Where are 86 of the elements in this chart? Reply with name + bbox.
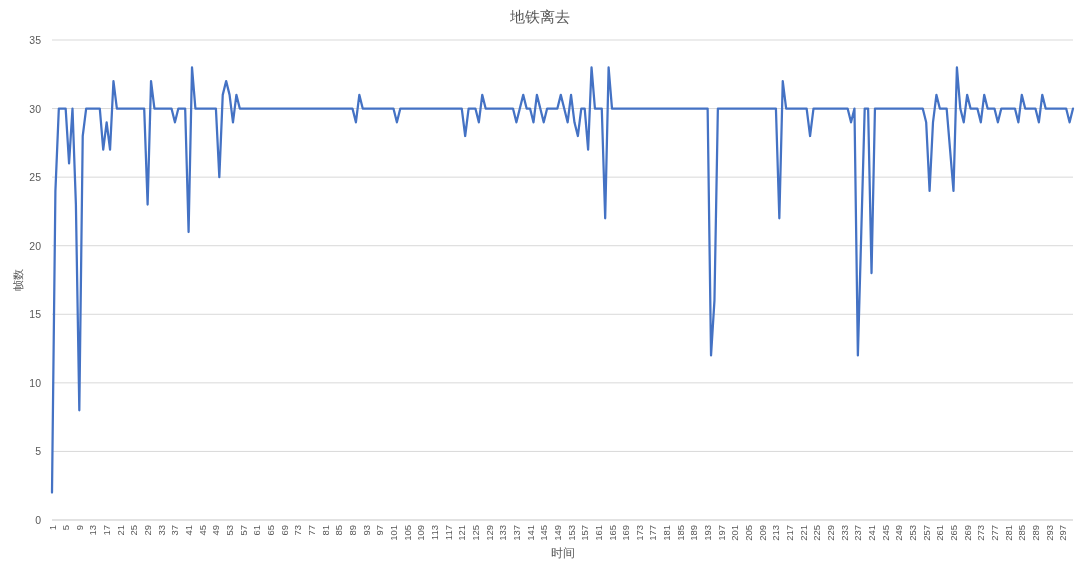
x-axis-title: 时间 [550, 547, 575, 559]
x-tick-label: 33 [155, 525, 167, 536]
x-tick-label: 37 [169, 525, 181, 536]
x-tick-label: 53 [224, 525, 236, 536]
x-tick-label: 281 [1002, 525, 1014, 541]
x-tick-label: 105 [401, 525, 413, 541]
x-tick-label: 13 [87, 525, 99, 536]
x-tick-label: 241 [866, 525, 878, 541]
x-tick-label: 21 [114, 525, 126, 536]
y-tick-label: 20 [29, 239, 42, 252]
y-tick-label: 15 [29, 308, 42, 321]
x-tick-label: 205 [743, 525, 755, 541]
x-tick-label: 257 [920, 525, 932, 541]
x-tick-label: 61 [251, 525, 263, 536]
x-tick-label: 237 [852, 525, 864, 541]
x-tick-label: 77 [306, 525, 318, 536]
x-tick-label: 261 [934, 525, 946, 541]
x-tick-label: 97 [374, 525, 386, 536]
x-tick-label: 149 [551, 525, 563, 541]
x-tick-label: 157 [579, 525, 591, 541]
x-tick-label: 221 [797, 525, 809, 541]
x-tick-label: 121 [456, 525, 468, 541]
x-tick-label: 181 [661, 525, 673, 541]
y-tick-label: 30 [29, 102, 42, 115]
x-tick-label: 249 [893, 525, 905, 541]
x-tick-label: 229 [825, 525, 837, 541]
x-tick-label: 45 [196, 525, 208, 536]
x-tick-label: 17 [101, 525, 113, 536]
x-tick-label: 153 [565, 525, 577, 541]
x-tick-label: 81 [319, 525, 331, 536]
x-tick-label: 285 [1016, 525, 1028, 541]
x-tick-label: 297 [1057, 525, 1069, 541]
y-tick-label: 0 [35, 514, 42, 526]
x-tick-label: 169 [620, 525, 632, 541]
x-tick-label: 277 [988, 525, 1000, 541]
x-tick-label: 49 [210, 525, 222, 536]
x-tick-label: 213 [770, 525, 782, 541]
x-tick-label: 245 [879, 525, 891, 541]
x-tick-label: 117 [442, 525, 454, 541]
x-tick-label: 5 [60, 525, 72, 531]
x-tick-label: 145 [538, 525, 550, 541]
x-tick-label: 201 [729, 525, 741, 541]
x-tick-label: 9 [73, 525, 85, 531]
x-tick-label: 269 [961, 525, 973, 541]
x-tick-label: 85 [333, 525, 345, 536]
x-tick-label: 137 [510, 525, 522, 541]
x-tick-label: 25 [128, 525, 140, 536]
x-tick-label: 289 [1029, 525, 1041, 541]
y-tick-label: 10 [29, 376, 42, 389]
x-tick-label: 197 [715, 525, 727, 541]
x-tick-label: 185 [674, 525, 686, 541]
x-tick-label: 141 [524, 525, 536, 541]
x-tick-label: 57 [237, 525, 249, 536]
x-tick-label: 41 [183, 525, 195, 536]
x-tick-label: 293 [1043, 525, 1055, 541]
x-tick-label: 265 [947, 525, 959, 541]
x-tick-label: 273 [975, 525, 987, 541]
x-tick-label: 189 [688, 525, 700, 541]
x-tick-label: 89 [346, 525, 358, 536]
x-tick-label: 113 [428, 525, 440, 541]
y-tick-label: 5 [35, 445, 42, 458]
x-tick-label: 193 [702, 525, 714, 541]
x-tick-label: 161 [592, 525, 604, 541]
x-tick-label: 125 [469, 525, 481, 541]
x-tick-label: 165 [606, 525, 618, 541]
x-tick-label: 101 [387, 525, 399, 541]
x-tick-label: 133 [497, 525, 509, 541]
x-tick-label: 69 [278, 525, 290, 536]
x-tick-label: 1 [46, 525, 58, 531]
x-tick-label: 209 [756, 525, 768, 541]
x-tick-label: 173 [633, 525, 645, 541]
x-tick-label: 73 [292, 525, 304, 536]
x-tick-label: 233 [838, 525, 850, 541]
x-tick-label: 109 [415, 525, 427, 541]
chart-title: 地铁离去 [509, 7, 570, 25]
x-tick-label: 65 [265, 525, 277, 536]
x-tick-label: 129 [483, 525, 495, 541]
x-tick-label: 253 [907, 525, 919, 541]
y-axis-title: 帧数 [12, 269, 24, 291]
y-tick-label: 35 [29, 34, 42, 46]
x-tick-label: 217 [784, 525, 796, 541]
x-tick-label: 177 [647, 525, 659, 541]
x-tick-label: 225 [811, 525, 823, 541]
x-tick-label: 29 [142, 525, 154, 536]
x-tick-label: 93 [360, 525, 372, 536]
y-tick-label: 25 [29, 171, 42, 184]
